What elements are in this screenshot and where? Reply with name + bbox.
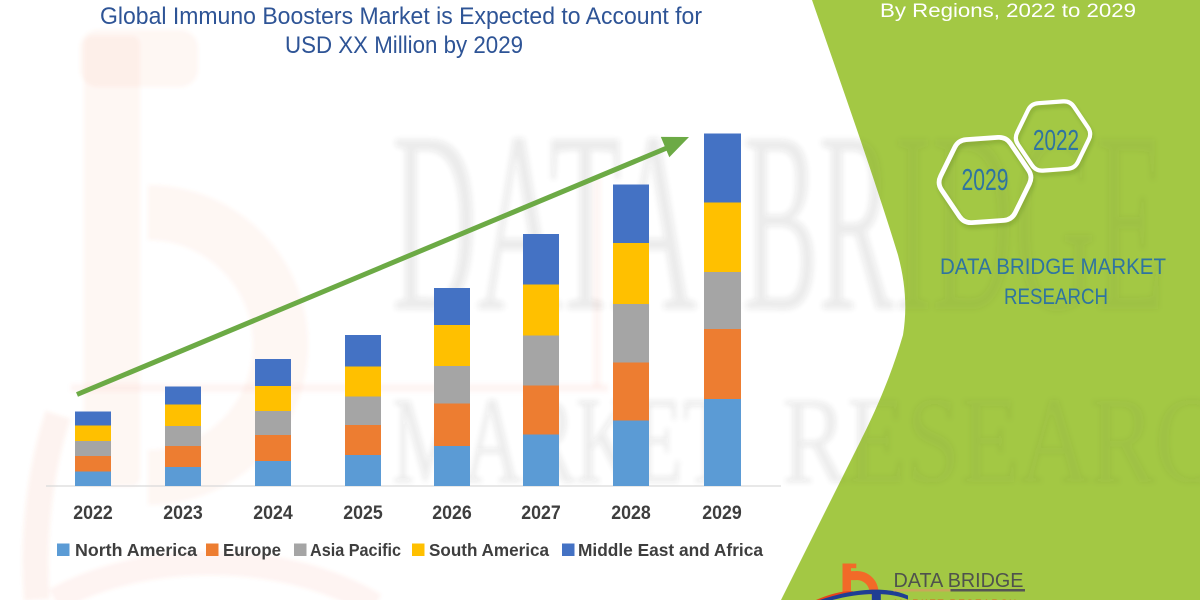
svg-text:Global Immuno Boosters Market: Global Immuno Boosters Market is Expecte… [100,3,702,30]
svg-text:2028: 2028 [611,502,651,524]
svg-text:Europe: Europe [223,540,281,560]
svg-text:2023: 2023 [163,502,203,524]
svg-text:Asia Pacific: Asia Pacific [310,540,401,560]
svg-text:RESEARCH: RESEARCH [1004,284,1108,309]
svg-text:2027: 2027 [521,502,561,524]
svg-text:2022: 2022 [1033,125,1079,157]
svg-text:2029: 2029 [962,162,1009,197]
svg-text:DATA BRIDGE MARKET: DATA BRIDGE MARKET [940,254,1166,279]
svg-text:By Regions, 2022 to 2029: By Regions, 2022 to 2029 [880,0,1136,22]
svg-text:BRIDGE: BRIDGE [743,79,1165,366]
svg-text:North America: North America [75,540,197,560]
svg-text:2024: 2024 [253,502,293,524]
svg-text:South America: South America [429,540,549,560]
svg-text:MARKET RESEARCH: MARKET RESEARCH [894,599,1018,600]
svg-text:2025: 2025 [343,502,383,524]
svg-text:Middle East and Africa: Middle East and Africa [578,540,763,560]
svg-text:RESEARCH: RESEARCH [782,372,1200,509]
svg-text:2026: 2026 [432,502,472,524]
svg-text:USD XX Million by 2029: USD XX Million by 2029 [285,32,523,59]
svg-text:2022: 2022 [73,502,113,524]
svg-text:DATA BRIDGE: DATA BRIDGE [894,570,1024,592]
svg-text:2029: 2029 [702,502,742,524]
